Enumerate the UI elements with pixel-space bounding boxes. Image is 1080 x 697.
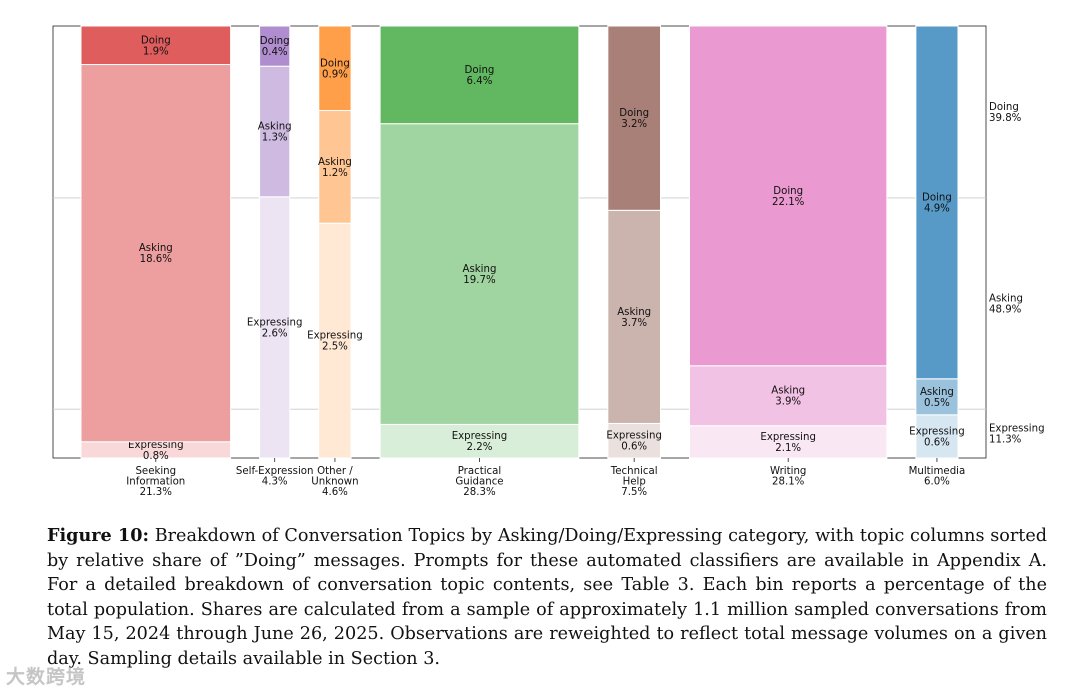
x-tick-label: Self-Expression — [236, 466, 314, 477]
segment-value-label: 0.4% — [262, 47, 288, 58]
bar-practical-guidance-expressing — [379, 423, 580, 459]
watermark: 大数跨境 — [6, 666, 87, 688]
caption-label: Figure 10: — [47, 525, 149, 546]
bar-writing-doing — [689, 25, 888, 367]
x-tick-share-label: 4.6% — [322, 487, 348, 498]
segment-value-label: 3.9% — [775, 397, 801, 408]
segment-value-label: 1.3% — [262, 132, 288, 143]
x-tick-label: Information — [126, 477, 185, 488]
bar-writing-asking — [689, 365, 888, 427]
segment-name-label: Asking — [920, 387, 954, 398]
x-tick-label: Practical — [458, 466, 502, 477]
bar-self-expression-doing — [259, 25, 291, 67]
segment-value-label: 0.6% — [621, 442, 647, 453]
x-tick-share-label: 6.0% — [924, 477, 950, 488]
segment-value-label: 3.2% — [621, 119, 647, 130]
bar-multimedia-expressing — [915, 414, 959, 459]
x-tick-label: Writing — [770, 466, 806, 477]
segment-name-label: Doing — [260, 36, 290, 47]
bar-multimedia-doing — [915, 25, 959, 380]
x-tick-label: Help — [623, 477, 646, 488]
segment-name-label: Expressing — [247, 317, 303, 328]
segment-name-label: Asking — [617, 307, 651, 318]
x-tick-share-label: 4.3% — [262, 477, 288, 488]
segment-name-label: Doing — [141, 35, 171, 46]
x-tick-label: Other / — [317, 466, 353, 477]
total-name-label: Expressing — [989, 424, 1045, 435]
bar-technical-help-expressing — [607, 422, 662, 459]
segment-value-label: 0.5% — [924, 398, 950, 409]
segment-name-label: Asking — [771, 386, 805, 397]
segment-name-label: Expressing — [909, 426, 965, 437]
x-tick-share-label: 7.5% — [621, 487, 647, 498]
segment-value-label: 6.4% — [467, 76, 493, 87]
segment-name-label: Expressing — [128, 440, 184, 451]
segment-value-label: 4.9% — [924, 203, 950, 214]
x-tick-share-label: 21.3% — [140, 487, 173, 498]
total-name-label: Asking — [989, 294, 1023, 305]
segment-value-label: 3.7% — [621, 318, 647, 329]
segment-value-label: 2.6% — [262, 328, 288, 339]
segment-name-label: Doing — [465, 65, 495, 76]
bar-technical-help-doing — [607, 25, 662, 211]
bar-practical-guidance-asking — [379, 123, 580, 425]
segment-value-label: 0.9% — [322, 69, 348, 80]
segment-name-label: Expressing — [307, 331, 363, 342]
figure-caption: Figure 10: Breakdown of Conversation Top… — [47, 524, 1047, 672]
segment-name-label: Doing — [320, 58, 350, 69]
segment-value-label: 2.5% — [322, 342, 348, 353]
segment-name-label: Expressing — [452, 431, 508, 442]
x-tick-share-label: 28.3% — [463, 487, 496, 498]
segment-value-label: 1.9% — [143, 46, 169, 57]
x-tick-label: Seeking — [135, 466, 176, 477]
segment-name-label: Asking — [318, 157, 352, 168]
segment-value-label: 2.2% — [467, 442, 493, 453]
segment-name-label: Asking — [258, 121, 292, 132]
x-tick-label: Technical — [610, 466, 658, 477]
bar-other-unknown-doing — [318, 25, 352, 112]
total-value-label: 11.3% — [989, 435, 1022, 446]
bar-other-unknown-expressing — [318, 222, 352, 459]
bar-seeking-information-doing — [80, 25, 232, 66]
segment-name-label: Doing — [619, 108, 649, 119]
caption-text: Breakdown of Conversation Topics by Aski… — [47, 526, 1048, 669]
total-value-label: 39.8% — [989, 113, 1022, 124]
segment-name-label: Asking — [463, 264, 497, 275]
segment-value-label: 19.7% — [463, 275, 496, 286]
segment-name-label: Doing — [922, 192, 952, 203]
x-tick-label: Multimedia — [909, 466, 966, 477]
segment-value-label: 1.2% — [322, 168, 348, 179]
x-tick-label: Unknown — [311, 477, 358, 488]
x-tick-label: Guidance — [455, 477, 503, 488]
total-value-label: 48.9% — [989, 305, 1022, 316]
bar-self-expression-expressing — [259, 196, 291, 459]
segment-name-label: Asking — [139, 243, 173, 254]
segment-name-label: Doing — [773, 186, 803, 197]
segment-value-label: 0.8% — [143, 451, 169, 462]
segment-name-label: Expressing — [606, 431, 662, 442]
segment-value-label: 22.1% — [772, 197, 805, 208]
segment-name-label: Expressing — [760, 432, 816, 443]
bar-seeking-information-asking — [80, 64, 232, 443]
bar-practical-guidance-doing — [379, 25, 580, 125]
x-tick-share-label: 28.1% — [772, 477, 805, 488]
segment-value-label: 18.6% — [140, 254, 173, 265]
segment-value-label: 0.6% — [924, 437, 950, 448]
marimekko-chart: Expressing0.8%Asking18.6%Doing1.9%Seekin… — [52, 25, 1045, 498]
segment-value-label: 2.1% — [775, 443, 801, 454]
total-name-label: Doing — [989, 102, 1019, 113]
bar-technical-help-asking — [607, 209, 662, 424]
